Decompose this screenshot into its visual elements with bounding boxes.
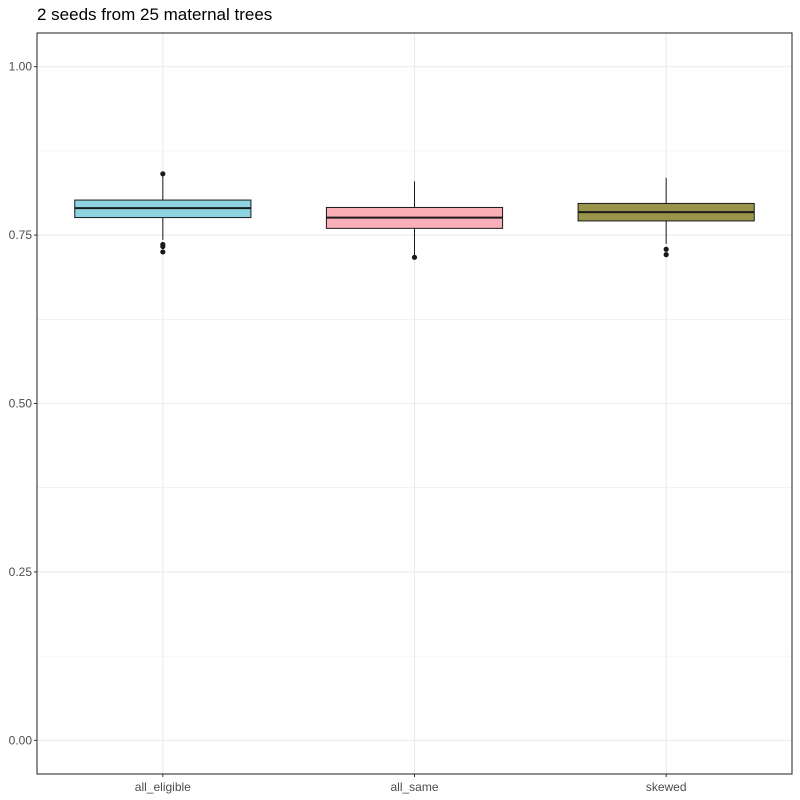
- y-tick-label: 1.00: [9, 60, 33, 74]
- x-tick-label: all_same: [390, 780, 438, 794]
- chart-title: 2 seeds from 25 maternal trees: [37, 5, 273, 24]
- outlier-point: [663, 252, 669, 258]
- x-tick-label: all_eligible: [135, 780, 191, 794]
- box-skewed: [577, 177, 755, 258]
- grid-lines: [37, 33, 792, 774]
- outlier-point: [411, 254, 418, 260]
- x-tick-label: skewed: [646, 780, 687, 794]
- outlier-point: [160, 249, 166, 255]
- y-tick-label: 0.50: [9, 397, 33, 411]
- y-tick-label: 0.00: [9, 733, 33, 747]
- outlier-point: [663, 246, 669, 252]
- box-all_eligible: [74, 171, 252, 255]
- outlier-point: [160, 243, 166, 250]
- axes: 0.00 0.25 0.50 0.75 1.00 all_eligible all_same…: [9, 60, 687, 794]
- box-all_same: [325, 181, 504, 260]
- y-tick-label: 0.75: [9, 228, 33, 242]
- y-tick-label: 0.25: [9, 565, 33, 579]
- outlier-point: [160, 171, 166, 177]
- boxes: [74, 171, 755, 260]
